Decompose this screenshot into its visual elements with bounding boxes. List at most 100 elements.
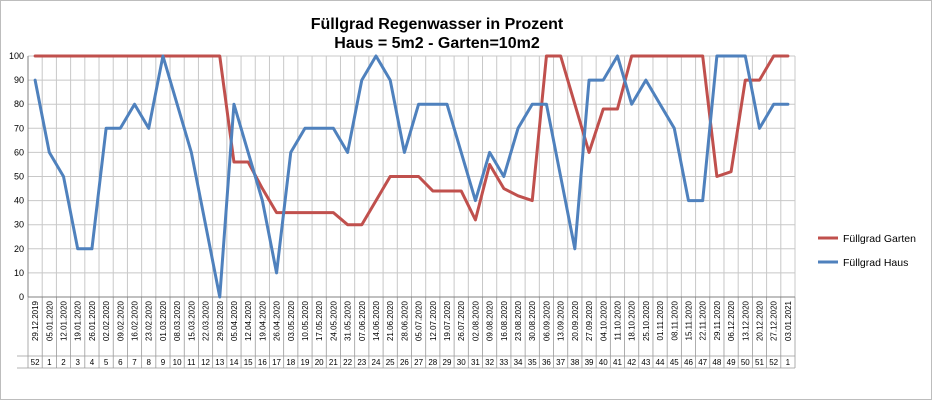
week-number-label: 15 <box>244 358 253 367</box>
week-number-label: 14 <box>230 358 239 367</box>
chart-title-line-1: Füllgrad Regenwasser in Prozent <box>311 16 564 33</box>
x-tick-label: 18.10.2020 <box>628 300 637 341</box>
x-tick-label: 28.06.2020 <box>400 300 409 341</box>
x-tick-label: 05.07.2020 <box>415 300 424 341</box>
x-tick-label: 31.05.2020 <box>344 300 353 341</box>
x-tick-label: 05.04.2020 <box>230 300 239 341</box>
x-tick-label: 19.04.2020 <box>258 300 267 341</box>
x-tick-label: 03.05.2020 <box>287 300 296 341</box>
week-number-label: 18 <box>286 358 295 367</box>
x-tick-label: 21.06.2020 <box>386 300 395 341</box>
week-number-label: 9 <box>161 358 166 367</box>
x-tick-label: 10.05.2020 <box>301 300 310 341</box>
week-number-label: 24 <box>372 358 381 367</box>
week-number-label: 3 <box>75 358 80 367</box>
week-number-label: 46 <box>684 358 693 367</box>
week-number-label: 45 <box>670 358 679 367</box>
x-tick-label: 20.12.2020 <box>755 300 764 341</box>
week-number-label: 19 <box>301 358 310 367</box>
x-tick-label: 26.01.2020 <box>88 300 97 341</box>
week-number-label: 50 <box>741 358 750 367</box>
y-tick-label: 20 <box>14 244 24 254</box>
week-number-label: 32 <box>485 358 494 367</box>
week-number-label: 40 <box>599 358 608 367</box>
week-number-label: 29 <box>443 358 452 367</box>
x-tick-label: 09.02.2020 <box>116 300 125 341</box>
week-number-label: 35 <box>528 358 537 367</box>
x-tick-label: 29.03.2020 <box>216 300 225 341</box>
plot-area: 010203040506070809010029.12.20195205.01.… <box>9 51 796 369</box>
y-tick-label: 50 <box>14 172 24 182</box>
week-number-label: 17 <box>272 358 281 367</box>
legend-label-haus: Füllgrad Haus <box>843 257 908 269</box>
week-number-label: 34 <box>514 358 523 367</box>
x-tick-label: 06.12.2020 <box>727 300 736 341</box>
x-tick-label: 09.08.2020 <box>486 300 495 341</box>
y-tick-label: 100 <box>9 51 24 61</box>
week-number-label: 37 <box>556 358 565 367</box>
week-number-label: 48 <box>712 358 721 367</box>
week-number-label: 16 <box>258 358 267 367</box>
y-tick-label: 30 <box>14 220 24 230</box>
x-tick-label: 03.01.2021 <box>784 300 793 341</box>
chart-title-line-2: Haus = 5m2 - Garten=10m2 <box>334 35 540 52</box>
x-tick-label: 02.08.2020 <box>471 300 480 341</box>
x-tick-label: 20.09.2020 <box>571 300 580 341</box>
week-number-label: 49 <box>727 358 736 367</box>
x-tick-label: 30.08.2020 <box>528 300 537 341</box>
week-number-label: 39 <box>585 358 594 367</box>
x-tick-label: 29.12.2019 <box>31 300 40 341</box>
week-number-label: 8 <box>147 358 152 367</box>
week-number-label: 21 <box>329 358 338 367</box>
series-line-haus <box>33 54 790 299</box>
week-number-label: 5 <box>104 358 109 367</box>
week-number-label: 30 <box>457 358 466 367</box>
week-number-label: 31 <box>471 358 480 367</box>
week-number-label: 28 <box>428 358 437 367</box>
x-tick-label: 11.10.2020 <box>613 300 622 340</box>
x-tick-label: 01.03.2020 <box>159 300 168 341</box>
y-tick-label: 60 <box>14 147 24 157</box>
week-number-label: 13 <box>215 358 224 367</box>
x-tick-label: 08.11.2020 <box>670 300 679 340</box>
x-tick-label: 15.11.2020 <box>684 300 693 340</box>
x-tick-label: 04.10.2020 <box>599 300 608 341</box>
x-tick-label: 16.02.2020 <box>131 300 140 341</box>
x-tick-label: 19.07.2020 <box>443 300 452 341</box>
week-number-label: 2 <box>61 358 66 367</box>
week-number-label: 7 <box>132 358 137 367</box>
x-tick-label: 15.03.2020 <box>187 300 196 341</box>
week-number-label: 10 <box>173 358 182 367</box>
x-tick-label: 24.05.2020 <box>329 300 338 341</box>
week-number-label: 41 <box>613 358 622 367</box>
x-tick-label: 29.11.2020 <box>713 300 722 340</box>
y-tick-label: 70 <box>14 123 24 133</box>
week-number-label: 36 <box>542 358 551 367</box>
x-tick-label: 12.04.2020 <box>244 300 253 341</box>
week-number-label: 12 <box>201 358 210 367</box>
x-tick-label: 19.01.2020 <box>74 300 83 341</box>
x-tick-label: 27.09.2020 <box>585 300 594 341</box>
week-number-label: 27 <box>414 358 423 367</box>
week-number-label: 52 <box>31 358 40 367</box>
week-number-label: 6 <box>118 358 123 367</box>
x-tick-label: 23.08.2020 <box>514 300 523 341</box>
week-number-label: 1 <box>786 358 791 367</box>
y-tick-label: 90 <box>14 75 24 85</box>
week-number-label: 22 <box>343 358 352 367</box>
week-number-label: 42 <box>627 358 636 367</box>
x-tick-label: 23.02.2020 <box>145 300 154 341</box>
week-number-label: 33 <box>499 358 508 367</box>
x-tick-label: 26.04.2020 <box>273 300 282 341</box>
week-number-label: 43 <box>641 358 650 367</box>
x-tick-label: 06.09.2020 <box>542 300 551 341</box>
x-tick-label: 22.11.2020 <box>699 300 708 340</box>
y-tick-label: 40 <box>14 196 24 206</box>
week-number-label: 52 <box>769 358 778 367</box>
x-tick-label: 25.10.2020 <box>642 300 651 341</box>
week-number-label: 23 <box>357 358 366 367</box>
week-number-label: 25 <box>386 358 395 367</box>
x-tick-label: 05.01.2020 <box>45 300 54 341</box>
x-tick-label: 08.03.2020 <box>173 300 182 341</box>
